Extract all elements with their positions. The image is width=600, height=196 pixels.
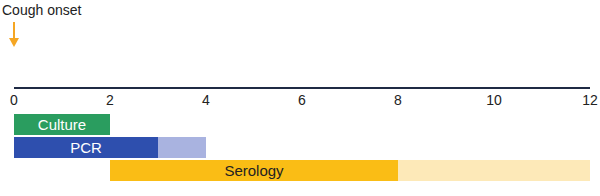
svg-text:0: 0	[10, 92, 18, 108]
svg-text:10: 10	[486, 92, 502, 108]
svg-text:Cough onset: Cough onset	[8, 2, 82, 18]
svg-text:Culture: Culture	[38, 116, 86, 133]
svg-text:2: 2	[106, 92, 114, 108]
svg-text:4: 4	[202, 92, 210, 108]
svg-text:12: 12	[582, 92, 592, 108]
svg-text:Serology: Serology	[224, 162, 284, 179]
svg-text:6: 6	[298, 92, 306, 108]
svg-text:PCR: PCR	[70, 139, 102, 156]
svg-text:8: 8	[394, 92, 402, 108]
